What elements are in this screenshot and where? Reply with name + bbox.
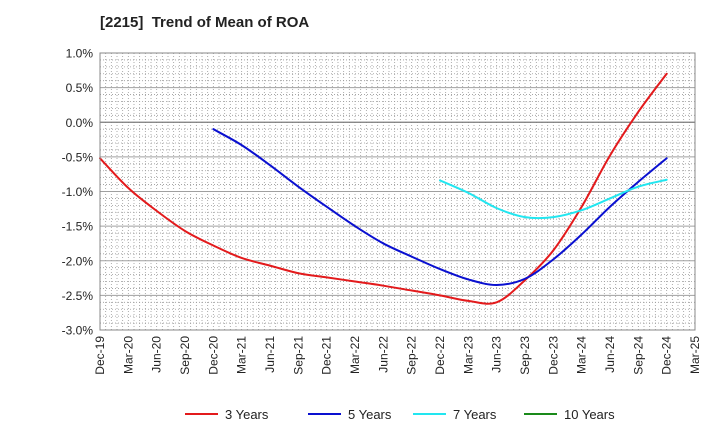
chart-title: [2215] Trend of Mean of ROA: [100, 14, 310, 31]
x-tick-label: Jun-21: [263, 336, 277, 373]
grid-lines: [99, 52, 696, 331]
x-tick-label: Sep-20: [178, 336, 192, 375]
x-tick-label: Dec-24: [660, 336, 674, 375]
x-tick-label: Mar-22: [348, 336, 362, 374]
y-tick-label: -3.0%: [62, 324, 94, 338]
x-tick-label: Jun-24: [603, 336, 617, 373]
y-tick-label: 1.0%: [66, 47, 94, 61]
y-tick-label: -1.5%: [62, 220, 94, 234]
y-tick-label: -1.0%: [62, 185, 94, 199]
x-tick-label: Sep-23: [518, 336, 532, 375]
y-tick-label: 0.5%: [66, 81, 94, 95]
series-line-5-years: [212, 128, 668, 286]
x-tick-label: Dec-20: [206, 336, 220, 375]
x-tick-label: Sep-22: [405, 336, 419, 375]
y-tick-label: -2.5%: [62, 289, 94, 303]
x-tick-label: Mar-21: [235, 336, 249, 374]
y-tick-label: -0.5%: [62, 150, 94, 164]
x-tick-label: Mar-23: [461, 336, 475, 374]
series-line-3-years: [99, 72, 668, 305]
x-tick-label: Dec-22: [433, 336, 447, 375]
legend: 3 Years 5 Years 7 Years 10 Years: [185, 407, 615, 422]
legend-label-7-years: 7 Years: [453, 407, 497, 422]
series-line-7-years: [439, 178, 668, 220]
x-tick-label: Jun-20: [150, 336, 164, 373]
axes: 1.0% 0.5% 0.0% -0.5% -1.0% -1.5% -2.0% -2.5% -3.…: [62, 47, 702, 375]
x-tick-label: Sep-21: [291, 336, 305, 375]
y-tick-label: -2.0%: [62, 254, 94, 268]
x-tick-label: Dec-23: [546, 336, 560, 375]
legend-label-10-years: 10 Years: [564, 407, 615, 422]
x-tick-label: Dec-21: [320, 336, 334, 375]
x-tick-label: Mar-24: [575, 336, 589, 374]
x-tick-label: Sep-24: [631, 336, 645, 375]
legend-label-3-years: 3 Years: [225, 407, 269, 422]
plot-border: [99, 52, 696, 331]
x-tick-label: Dec-19: [93, 336, 107, 375]
y-tick-label: 0.0%: [66, 116, 94, 130]
legend-label-5-years: 5 Years: [348, 407, 392, 422]
x-tick-label: Jun-22: [376, 336, 390, 373]
series-lines: [99, 72, 668, 305]
x-tick-label: Mar-25: [688, 336, 702, 374]
x-tick-label: Mar-20: [121, 336, 135, 374]
x-tick-label: Jun-23: [490, 336, 504, 373]
